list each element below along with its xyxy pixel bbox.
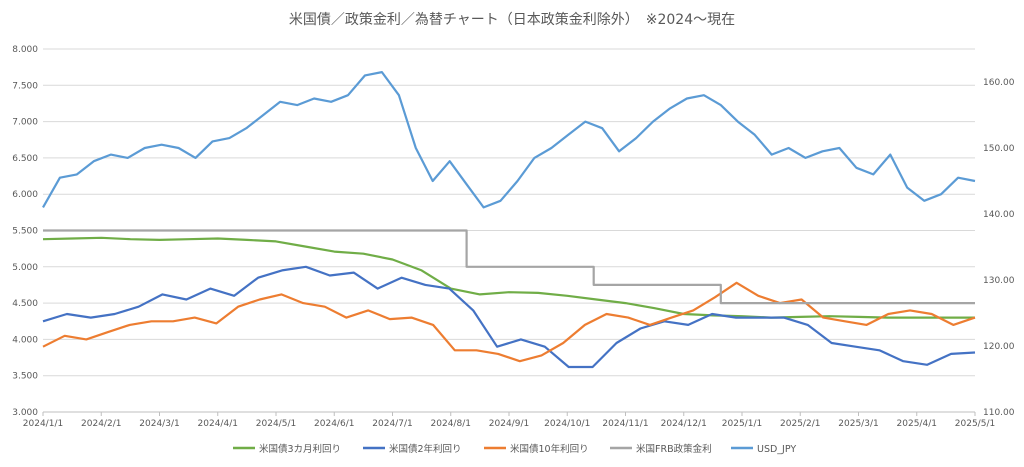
legend-label: 米国債3カ月利回り	[259, 443, 341, 455]
x-tick-label: 2024/9/1	[489, 419, 529, 429]
series-line-2	[42, 281, 976, 363]
x-tick-label: 2025/2/1	[780, 419, 820, 429]
series-line-3	[43, 229, 975, 305]
left-tick-label: 4.500	[12, 299, 38, 309]
x-tick-label: 2024/7/1	[372, 419, 412, 429]
x-tick-label: 2025/1/1	[722, 419, 762, 429]
left-tick-label: 5.000	[12, 263, 38, 273]
left-tick-label: 8.000	[12, 45, 38, 55]
legend-label: 米国債10年利回り	[510, 443, 589, 455]
x-tick-label: 2024/5/1	[256, 419, 296, 429]
series-line-4	[42, 71, 976, 209]
x-tick-label: 2024/4/1	[198, 419, 238, 429]
left-axis: 3.000 3.500 4.000 4.500 5.000 5.500 6.000 6.500…	[12, 45, 38, 418]
legend-label: USD_JPY	[757, 444, 796, 455]
legend-item: 米国債2年利回り	[363, 443, 462, 455]
legend-item: 米国FRB政策金利	[610, 443, 712, 455]
x-tick-label: 2024/3/1	[139, 419, 179, 429]
x-tick-label: 2025/3/1	[838, 419, 878, 429]
x-tick-label: 2024/6/1	[314, 419, 354, 429]
left-tick-label: 3.500	[12, 372, 38, 382]
series-line-1	[42, 265, 976, 369]
series-line-0	[42, 236, 975, 319]
left-tick-label: 7.000	[12, 118, 38, 128]
x-tick-label: 2025/5/1	[955, 419, 995, 429]
series-layer	[42, 71, 976, 369]
x-tick-label: 2024/2/1	[81, 419, 121, 429]
left-tick-label: 4.000	[12, 335, 38, 345]
left-tick-label: 5.500	[12, 227, 38, 237]
x-axis: 2024/1/1 2024/2/1 2024/3/1 2024/4/1 2024/5/1…	[23, 411, 995, 429]
chart-title: 米国債／政策金利／為替チャート（日本政策金利除外） ※2024～現在	[289, 11, 735, 28]
legend-item: 米国債10年利回り	[484, 443, 589, 455]
x-tick-label: 2025/4/1	[897, 419, 937, 429]
right-tick-label: 160.00	[983, 78, 1015, 88]
left-tick-label: 6.000	[12, 190, 38, 200]
left-tick-label: 7.500	[12, 81, 38, 91]
right-tick-label: 130.00	[983, 276, 1015, 286]
x-tick-label: 2024/11/1	[602, 419, 648, 429]
x-tick-label: 2024/8/1	[431, 419, 471, 429]
left-tick-label: 3.000	[12, 408, 38, 418]
right-tick-label: 120.00	[983, 342, 1015, 352]
x-tick-label: 2024/1/1	[23, 419, 63, 429]
x-tick-label: 2024/10/1	[544, 419, 590, 429]
right-tick-label: 110.00	[983, 408, 1015, 418]
right-tick-label: 150.00	[983, 144, 1015, 154]
left-tick-label: 6.500	[12, 154, 38, 164]
legend-label: 米国FRB政策金利	[636, 443, 712, 455]
legend-item: 米国債3カ月利回り	[233, 443, 341, 455]
legend: 米国債3カ月利回り 米国債2年利回り 米国債10年利回り 米国FRB政策金利 USD_J…	[233, 443, 796, 455]
legend-item: USD_JPY	[731, 444, 796, 455]
right-tick-label: 140.00	[983, 210, 1015, 220]
legend-label: 米国債2年利回り	[389, 443, 462, 455]
x-tick-label: 2024/12/1	[661, 419, 707, 429]
right-axis: 110.00 120.00 130.00 140.00 150.00 160.00	[983, 78, 1015, 418]
